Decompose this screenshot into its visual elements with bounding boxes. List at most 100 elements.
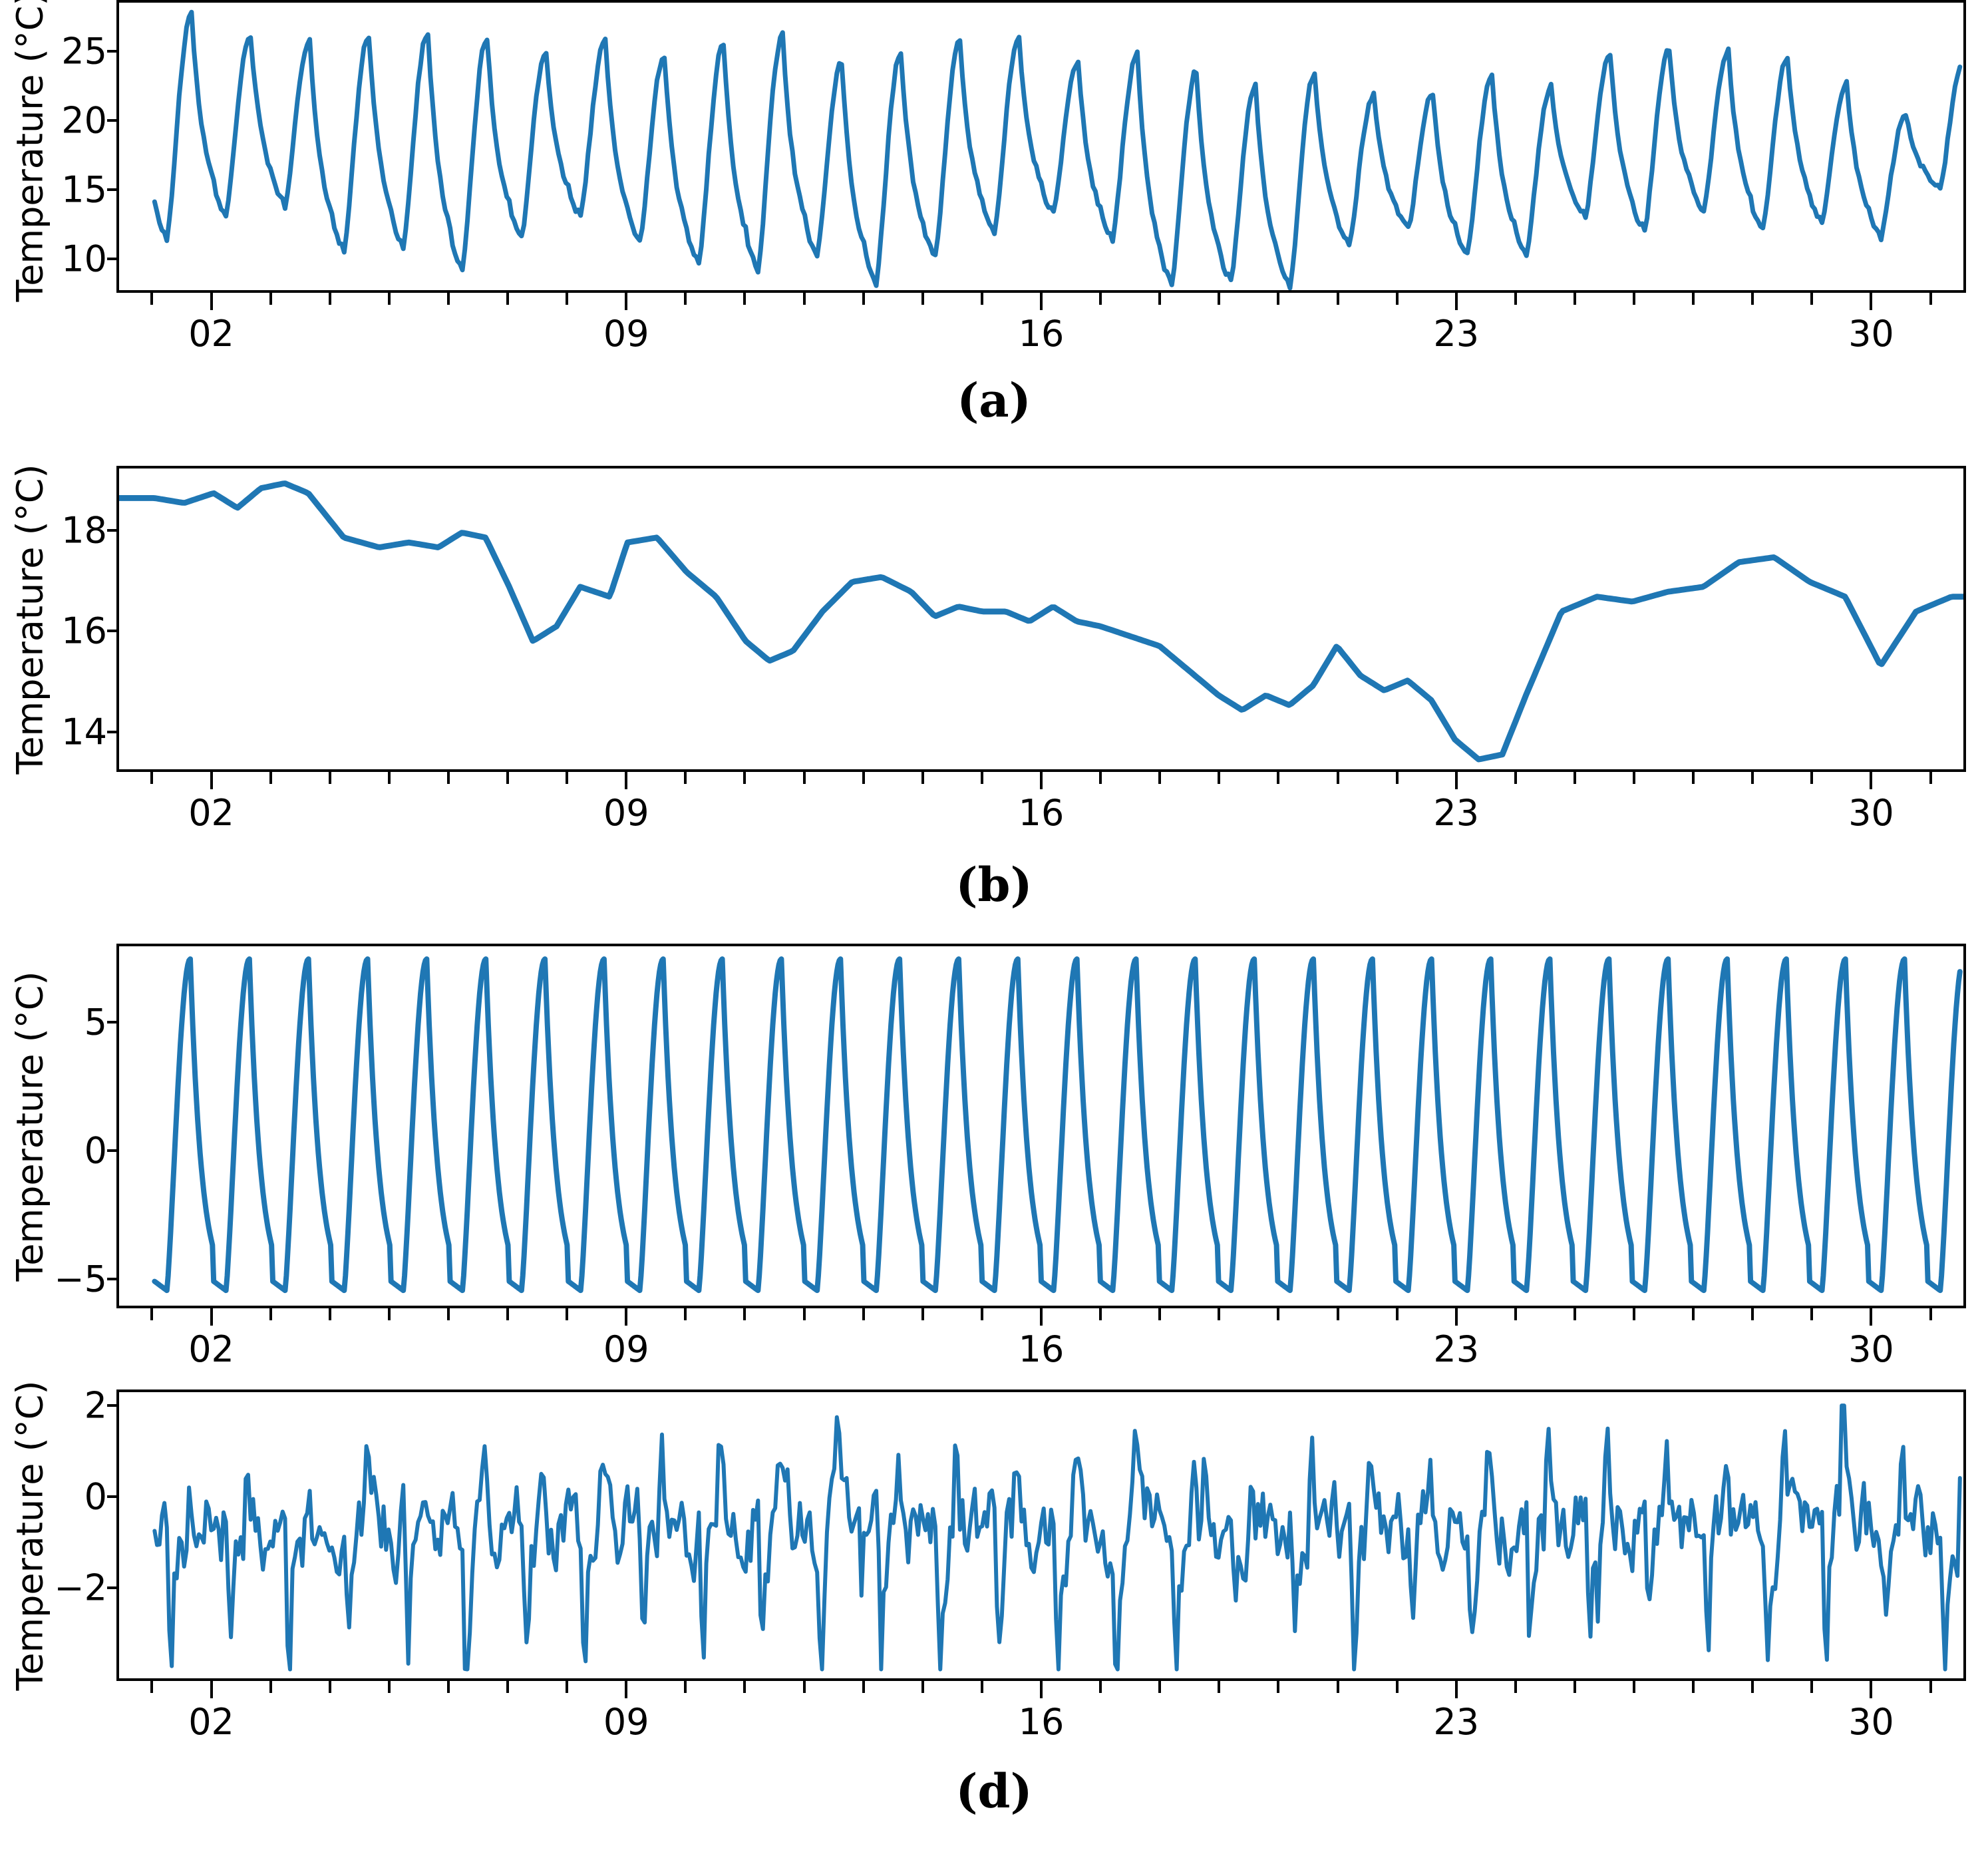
x-tick-minor [1692,293,1695,305]
x-tick-minor [980,772,983,784]
x-tick-minor [1573,772,1576,784]
x-tick-minor [1810,293,1814,305]
y-axis-label-d: Temperature (°C) [9,1380,51,1691]
y-tick-label: −5 [54,1258,107,1300]
x-tick-minor [506,1681,510,1693]
y-tick-label: 10 [61,238,107,280]
x-tick-minor [1751,772,1754,784]
x-tick-minor [1633,1681,1636,1693]
x-tick-minor [1218,1681,1221,1693]
x-tick-minor [1099,293,1102,305]
x-tick-major [1870,772,1873,789]
y-tick-label: 0 [84,1129,107,1172]
y-axis-ticks-c: −5 0 5 [54,944,116,1308]
x-tick-minor [1218,293,1221,305]
y-tick-label: 14 [61,711,107,753]
x-tick-minor [1336,1308,1339,1320]
plot-area-residual [116,1390,1966,1681]
x-tick-minor [1692,1308,1695,1320]
x-tick-minor [387,293,391,305]
x-tick-label: 16 [1018,1328,1065,1370]
x-tick-major [1870,1308,1873,1326]
x-tick-major [625,293,628,310]
y-axis-ticks-d: −2 0 2 [54,1385,116,1681]
x-tick-minor [980,1308,983,1320]
y-tick-label: −2 [54,1567,107,1609]
panel-label-d: (d) [955,1763,1033,1819]
x-tick-minor [1336,1681,1339,1693]
x-tick-major [1454,772,1458,789]
x-tick-minor [566,1681,569,1693]
x-tick-major [210,1681,213,1698]
panel-residual: Temperature (°C) −2 0 2 02 09 16 23 30 (d) [0,1380,1988,1854]
x-tick-minor [1099,772,1102,784]
x-tick-minor [269,772,272,784]
x-tick-minor [1514,1308,1517,1320]
x-tick-minor [862,1308,865,1320]
x-tick-minor [269,1308,272,1320]
x-tick-minor [269,293,272,305]
x-tick-minor [446,1681,450,1693]
x-tick-minor [1633,1308,1636,1320]
x-tick-minor [1633,293,1636,305]
x-tick-minor [328,772,331,784]
x-tick-minor [1929,1681,1932,1693]
x-tick-minor [1395,1308,1399,1320]
x-tick-minor [1277,293,1280,305]
x-tick-minor [566,772,569,784]
x-tick-minor [980,1681,983,1693]
x-tick-minor [150,293,154,305]
x-tick-label: 02 [188,1701,234,1743]
y-tick-label: 15 [61,168,107,211]
trend-series-svg [119,480,1963,763]
x-tick-minor [1573,293,1576,305]
x-tick-minor [387,1308,391,1320]
x-axis-b: 02 09 16 23 30 [116,772,1966,836]
x-tick-minor [506,1308,510,1320]
y-axis-label-a: Temperature (°C) [9,0,51,302]
x-tick-minor [1277,772,1280,784]
x-tick-label: 30 [1848,1701,1894,1743]
x-tick-major [1040,1681,1043,1698]
y-tick-label: 5 [84,1001,107,1043]
x-tick-minor [980,293,983,305]
x-tick-major [1454,293,1458,310]
x-tick-minor [1751,1308,1754,1320]
x-tick-minor [1573,1308,1576,1320]
x-tick-major [1454,1308,1458,1326]
x-tick-minor [1514,772,1517,784]
x-tick-major [210,772,213,789]
x-tick-minor [446,293,450,305]
x-tick-label: 23 [1433,792,1480,834]
x-tick-minor [862,1681,865,1693]
panel-label-a: (a) [957,373,1031,428]
x-tick-major [1040,293,1043,310]
x-tick-minor [566,293,569,305]
x-tick-minor [1514,293,1517,305]
x-tick-minor [328,1308,331,1320]
x-tick-label: 09 [603,1701,649,1743]
x-tick-minor [1810,772,1814,784]
x-tick-label: 23 [1433,1701,1480,1743]
x-tick-label: 30 [1848,313,1894,355]
x-tick-minor [1158,293,1162,305]
x-tick-minor [862,293,865,305]
x-tick-minor [921,1681,924,1693]
y-tick-label: 0 [84,1475,107,1518]
y-axis-label-c: Temperature (°C) [9,970,51,1282]
x-tick-major [625,1681,628,1698]
seasonal-series-svg [152,956,1963,1294]
x-tick-minor [269,1681,272,1693]
x-tick-minor [1158,1681,1162,1693]
y-axis-label-b: Temperature (°C) [9,463,51,775]
x-tick-label: 02 [188,792,234,834]
x-tick-minor [1277,1308,1280,1320]
x-tick-minor [150,1681,154,1693]
x-tick-minor [387,772,391,784]
x-tick-minor [1929,293,1932,305]
x-tick-minor [1573,1681,1576,1693]
x-tick-label: 09 [603,1328,649,1370]
observed-series-svg [152,9,1963,290]
x-axis-d: 02 09 16 23 30 [116,1681,1966,1745]
